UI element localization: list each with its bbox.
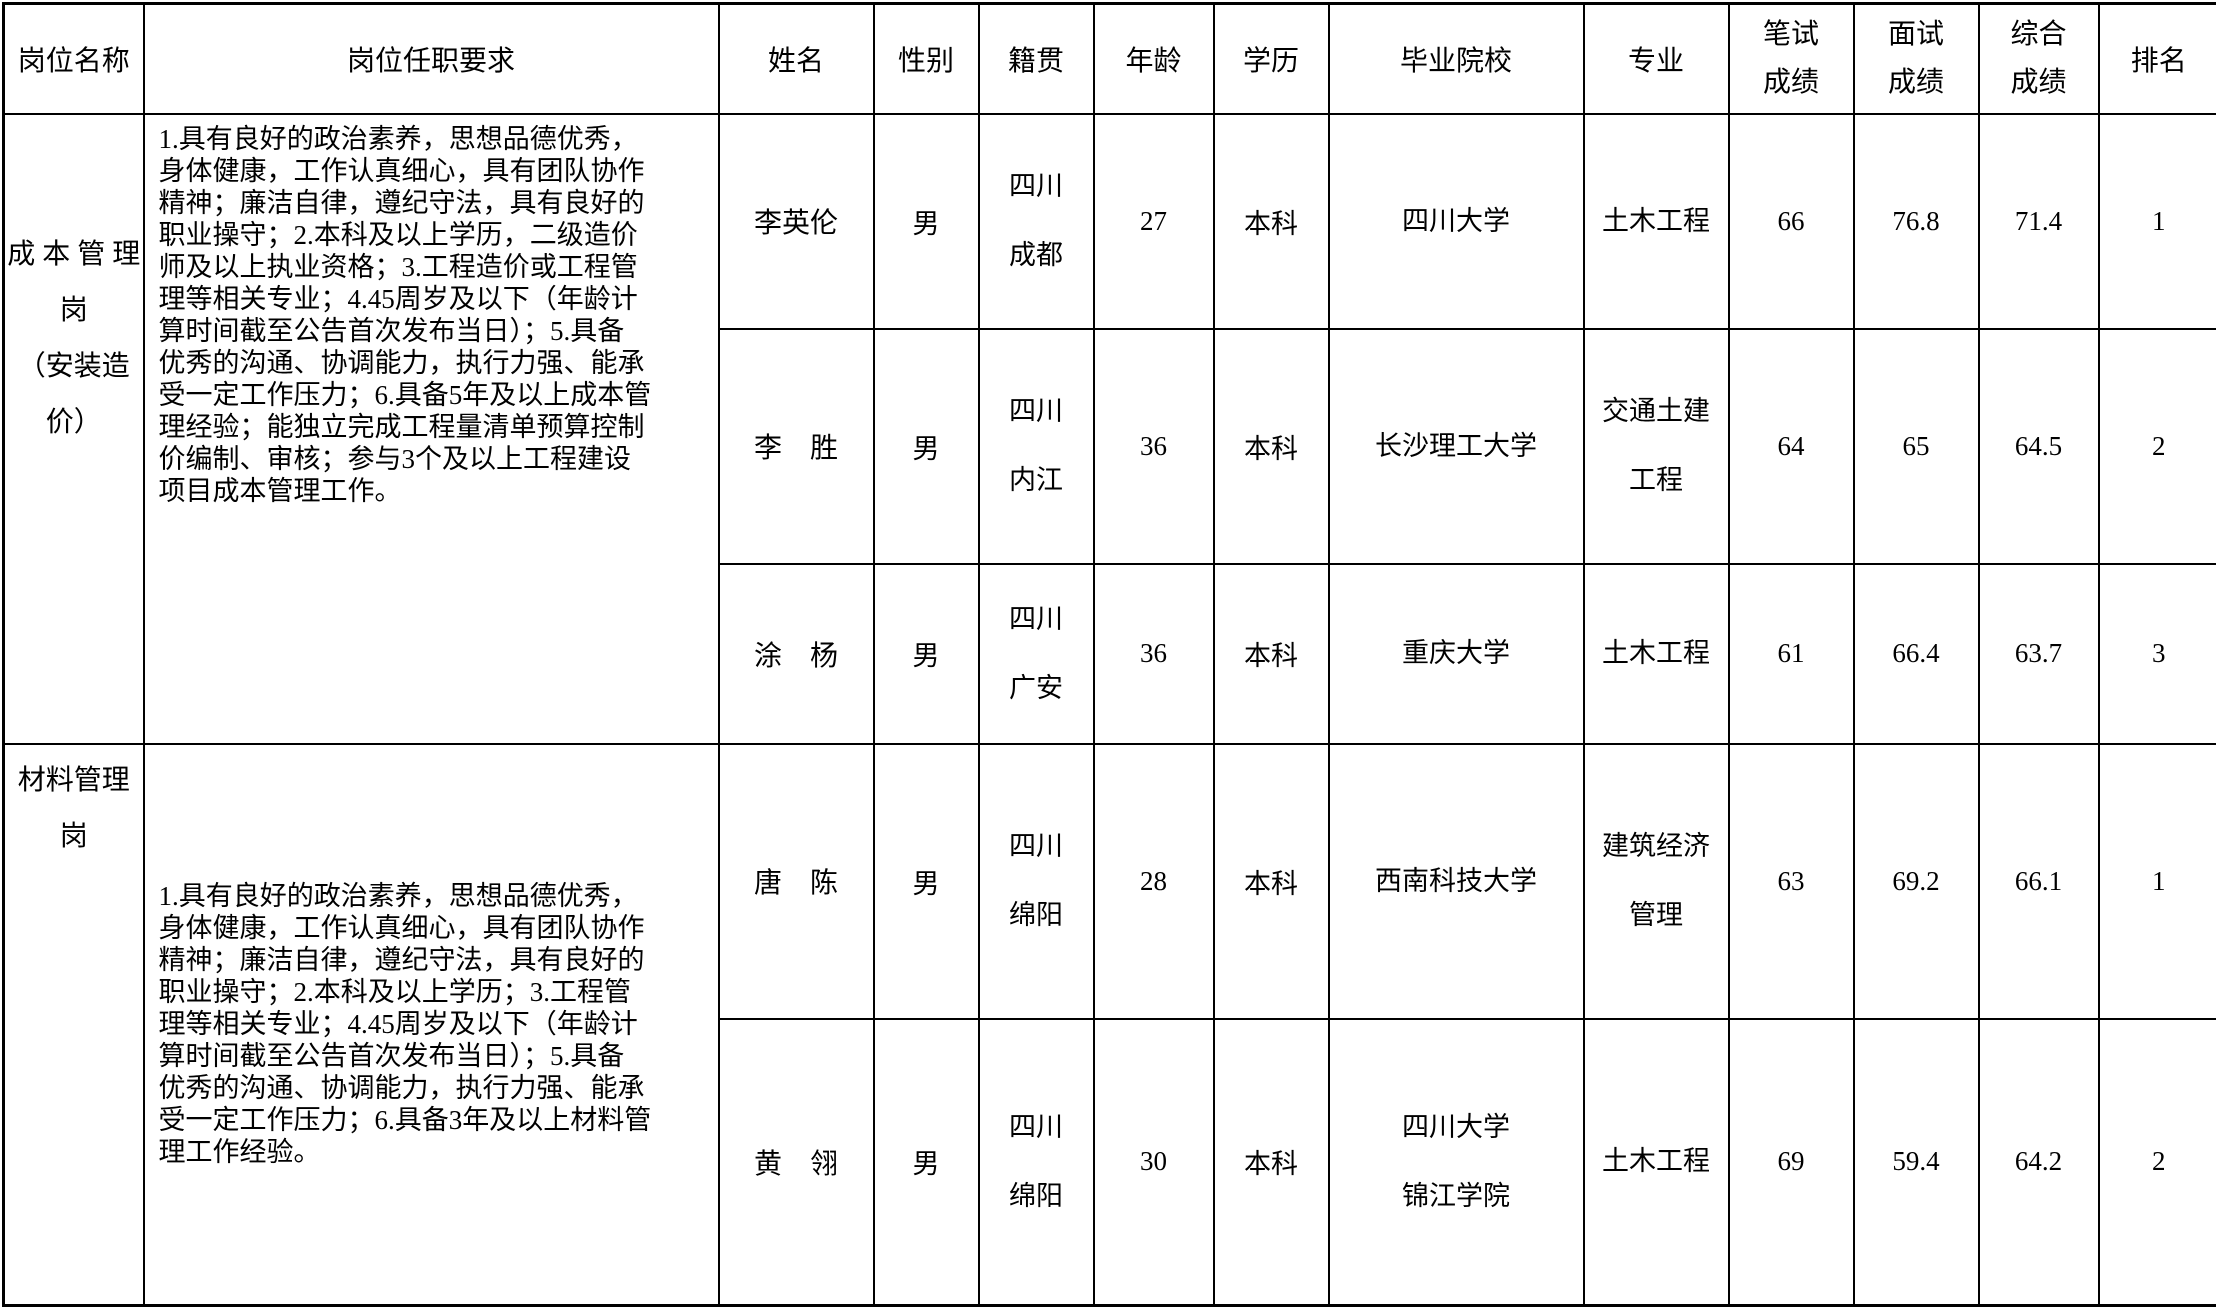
cell-gender: 男	[874, 744, 979, 1019]
cell-interview-score: 76.8	[1854, 114, 1979, 329]
cell-name: 李英伦	[719, 114, 874, 329]
cell-education: 本科	[1214, 1019, 1329, 1306]
cell-rank: 1	[2099, 114, 2216, 329]
position-requirements-cell: 1.具有良好的政治素养，思想品德优秀， 身体健康，工作认真细心，具有团队协作 精…	[144, 744, 719, 1306]
position-name-cell: 成 本 管 理 岗 （安装造价）	[4, 114, 144, 744]
cell-origin: 四川 成都	[979, 114, 1094, 329]
cell-overall-score: 64.5	[1979, 329, 2099, 564]
cell-major: 土木工程	[1584, 564, 1729, 744]
cell-overall-score: 66.1	[1979, 744, 2099, 1019]
cell-written-score: 63	[1729, 744, 1854, 1019]
header-cell-name: 姓名	[719, 4, 874, 114]
header-cell-interview-score: 面试 成绩	[1854, 4, 1979, 114]
cell-gender: 男	[874, 1019, 979, 1306]
cell-education: 本科	[1214, 329, 1329, 564]
cell-school: 重庆大学	[1329, 564, 1584, 744]
cell-origin: 四川 内江	[979, 329, 1094, 564]
header-cell-school: 毕业院校	[1329, 4, 1584, 114]
cell-age: 30	[1094, 1019, 1214, 1306]
cell-written-score: 69	[1729, 1019, 1854, 1306]
cell-written-score: 61	[1729, 564, 1854, 744]
cell-origin: 四川 广安	[979, 564, 1094, 744]
cell-school: 四川大学	[1329, 114, 1584, 329]
cell-major: 建筑经济 管理	[1584, 744, 1729, 1019]
cell-name: 黄 翎	[719, 1019, 874, 1306]
cell-education: 本科	[1214, 564, 1329, 744]
cell-age: 36	[1094, 564, 1214, 744]
cell-origin: 四川 绵阳	[979, 1019, 1094, 1306]
cell-major: 土木工程	[1584, 1019, 1729, 1306]
cell-education: 本科	[1214, 114, 1329, 329]
cell-major: 交通土建 工程	[1584, 329, 1729, 564]
cell-overall-score: 63.7	[1979, 564, 2099, 744]
cell-name: 涂 杨	[719, 564, 874, 744]
cell-interview-score: 66.4	[1854, 564, 1979, 744]
header-cell-origin: 籍贯	[979, 4, 1094, 114]
cell-gender: 男	[874, 329, 979, 564]
position-requirements-cell: 1.具有良好的政治素养，思想品德优秀， 身体健康，工作认真细心，具有团队协作 精…	[144, 114, 719, 744]
cell-name: 李 胜	[719, 329, 874, 564]
cell-gender: 男	[874, 564, 979, 744]
cell-interview-score: 59.4	[1854, 1019, 1979, 1306]
cell-school: 四川大学 锦江学院	[1329, 1019, 1584, 1306]
header-cell-rank: 排名	[2099, 4, 2216, 114]
cell-age: 36	[1094, 329, 1214, 564]
cell-interview-score: 65	[1854, 329, 1979, 564]
cell-major: 土木工程	[1584, 114, 1729, 329]
cell-rank: 2	[2099, 1019, 2216, 1306]
header-cell-education: 学历	[1214, 4, 1329, 114]
cell-school: 长沙理工大学	[1329, 329, 1584, 564]
cell-overall-score: 71.4	[1979, 114, 2099, 329]
header-cell-written-score: 笔试 成绩	[1729, 4, 1854, 114]
cell-origin: 四川 绵阳	[979, 744, 1094, 1019]
cell-written-score: 64	[1729, 329, 1854, 564]
cell-written-score: 66	[1729, 114, 1854, 329]
header-row: 岗位名称 岗位任职要求 姓名 性别 籍贯 年龄 学历 毕业院校 专业 笔试 成绩…	[4, 4, 2216, 114]
cell-age: 27	[1094, 114, 1214, 329]
cell-interview-score: 69.2	[1854, 744, 1979, 1019]
cell-name: 唐 陈	[719, 744, 874, 1019]
cell-rank: 1	[2099, 744, 2216, 1019]
cell-overall-score: 64.2	[1979, 1019, 2099, 1306]
header-cell-requirements: 岗位任职要求	[144, 4, 719, 114]
cell-education: 本科	[1214, 744, 1329, 1019]
header-cell-gender: 性别	[874, 4, 979, 114]
cell-school: 西南科技大学	[1329, 744, 1584, 1019]
position-name-cell: 材料管理岗	[4, 744, 144, 1306]
header-cell-major: 专业	[1584, 4, 1729, 114]
cell-age: 28	[1094, 744, 1214, 1019]
header-cell-position: 岗位名称	[4, 4, 144, 114]
header-cell-overall-score: 综合 成绩	[1979, 4, 2099, 114]
cell-rank: 2	[2099, 329, 2216, 564]
header-cell-age: 年龄	[1094, 4, 1214, 114]
candidate-row: 成 本 管 理 岗 （安装造价）1.具有良好的政治素养，思想品德优秀， 身体健康…	[4, 114, 2216, 329]
cell-gender: 男	[874, 114, 979, 329]
cell-rank: 3	[2099, 564, 2216, 744]
